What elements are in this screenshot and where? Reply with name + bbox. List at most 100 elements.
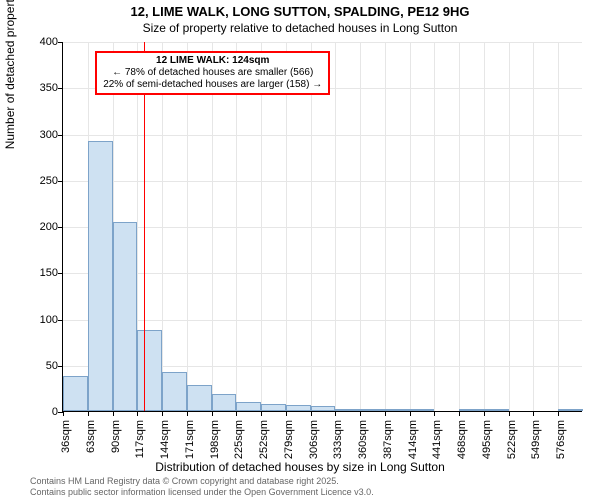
xtick-mark: [434, 411, 435, 416]
xtick-mark: [459, 411, 460, 416]
ytick-label: 0: [28, 406, 58, 418]
gridline-v: [484, 42, 485, 411]
gridline-v: [187, 42, 188, 411]
gridline-v: [212, 42, 213, 411]
xtick-mark: [113, 411, 114, 416]
annotation-line1: ← 78% of detached houses are smaller (56…: [103, 67, 322, 79]
xtick-label: 387sqm: [382, 420, 394, 480]
histogram-bar: [385, 409, 410, 411]
histogram-bar: [187, 385, 212, 411]
chart-footer: Contains HM Land Registry data © Crown c…: [30, 476, 374, 498]
histogram-bar: [558, 409, 583, 411]
ytick-mark: [58, 366, 63, 367]
histogram-bar: [286, 405, 311, 411]
chart-container: 12, LIME WALK, LONG SUTTON, SPALDING, PE…: [0, 0, 600, 500]
y-axis-label: Number of detached properties: [3, 0, 17, 149]
ytick-mark: [58, 273, 63, 274]
gridline-h: [63, 181, 582, 182]
xtick-mark: [311, 411, 312, 416]
ytick-mark: [58, 227, 63, 228]
gridline-v: [558, 42, 559, 411]
gridline-v: [434, 42, 435, 411]
xtick-label: 117sqm: [134, 420, 146, 480]
gridline-v: [311, 42, 312, 411]
ytick-label: 300: [28, 129, 58, 141]
xtick-label: 63sqm: [85, 420, 97, 480]
xtick-mark: [63, 411, 64, 416]
histogram-bar: [484, 409, 509, 411]
gridline-v: [236, 42, 237, 411]
annotation-box: 12 LIME WALK: 124sqm← 78% of detached ho…: [95, 51, 330, 95]
xtick-label: 522sqm: [506, 420, 518, 480]
ytick-label: 250: [28, 175, 58, 187]
reference-line: [144, 42, 145, 411]
xtick-mark: [360, 411, 361, 416]
gridline-v: [385, 42, 386, 411]
ytick-mark: [58, 88, 63, 89]
gridline-v: [261, 42, 262, 411]
histogram-bar: [63, 376, 88, 411]
gridline-v: [360, 42, 361, 411]
gridline-v: [335, 42, 336, 411]
gridline-v: [459, 42, 460, 411]
xtick-label: 360sqm: [357, 420, 369, 480]
gridline-h: [63, 42, 582, 43]
ytick-label: 150: [28, 267, 58, 279]
xtick-label: 306sqm: [308, 420, 320, 480]
histogram-bar: [212, 394, 237, 411]
ytick-label: 100: [28, 314, 58, 326]
xtick-mark: [335, 411, 336, 416]
chart-title: 12, LIME WALK, LONG SUTTON, SPALDING, PE…: [0, 0, 600, 21]
xtick-mark: [236, 411, 237, 416]
xtick-label: 171sqm: [184, 420, 196, 480]
xtick-label: 576sqm: [555, 420, 567, 480]
histogram-bar: [335, 409, 360, 411]
ytick-label: 350: [28, 82, 58, 94]
gridline-h: [63, 227, 582, 228]
gridline-h: [63, 273, 582, 274]
histogram-bar: [459, 409, 484, 411]
ytick-label: 50: [28, 360, 58, 372]
xtick-mark: [385, 411, 386, 416]
ytick-mark: [58, 135, 63, 136]
xtick-label: 495sqm: [481, 420, 493, 480]
ytick-label: 200: [28, 221, 58, 233]
histogram-bar: [261, 404, 286, 411]
ytick-label: 400: [28, 36, 58, 48]
ytick-mark: [58, 42, 63, 43]
gridline-v: [162, 42, 163, 411]
gridline-h: [63, 320, 582, 321]
histogram-bar: [88, 141, 113, 411]
chart-plot-area: 12 LIME WALK: 124sqm← 78% of detached ho…: [62, 42, 582, 412]
xtick-mark: [88, 411, 89, 416]
gridline-v: [533, 42, 534, 411]
xtick-label: 279sqm: [283, 420, 295, 480]
xtick-mark: [558, 411, 559, 416]
gridline-v: [509, 42, 510, 411]
xtick-mark: [212, 411, 213, 416]
gridline-v: [410, 42, 411, 411]
xtick-mark: [533, 411, 534, 416]
xtick-label: 414sqm: [407, 420, 419, 480]
footer-line2: Contains public sector information licen…: [30, 487, 374, 497]
xtick-label: 468sqm: [456, 420, 468, 480]
histogram-bar: [162, 372, 187, 411]
histogram-bar: [137, 330, 162, 411]
xtick-mark: [484, 411, 485, 416]
xtick-label: 549sqm: [530, 420, 542, 480]
histogram-bar: [311, 406, 336, 411]
xtick-label: 333sqm: [332, 420, 344, 480]
chart-subtitle: Size of property relative to detached ho…: [0, 21, 600, 39]
annotation-line2: 22% of semi-detached houses are larger (…: [103, 79, 322, 91]
xtick-mark: [162, 411, 163, 416]
xtick-label: 144sqm: [159, 420, 171, 480]
histogram-bar: [113, 222, 138, 411]
xtick-label: 36sqm: [60, 420, 72, 480]
xtick-label: 225sqm: [233, 420, 245, 480]
xtick-mark: [410, 411, 411, 416]
xtick-label: 90sqm: [110, 420, 122, 480]
xtick-label: 441sqm: [431, 420, 443, 480]
xtick-label: 252sqm: [258, 420, 270, 480]
xtick-label: 198sqm: [209, 420, 221, 480]
xtick-mark: [286, 411, 287, 416]
